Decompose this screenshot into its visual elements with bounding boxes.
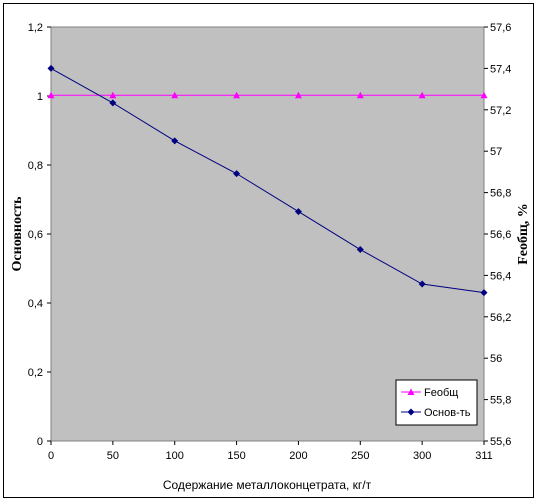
y-right-tick-label: 56,2: [490, 312, 511, 324]
y-right-tick-label: 56,8: [490, 188, 511, 200]
data-point-osnovnost: [356, 246, 364, 254]
y-right-axis-title: Fеобщ, %: [516, 203, 531, 265]
y-left-tick-label: 1,2: [28, 22, 43, 34]
y-right-tick-label: 56,6: [490, 229, 511, 241]
x-tick-label: 50: [107, 450, 119, 462]
x-tick-label: 250: [351, 450, 369, 462]
data-point-osnovnost: [171, 137, 179, 145]
y-left-tick-label: 0,2: [28, 367, 43, 379]
y-left-tick-label: 1: [37, 91, 43, 103]
data-point-osnovnost: [480, 289, 488, 297]
plot-area: [50, 26, 485, 442]
y-right-tick-label: 57,6: [490, 22, 511, 34]
legend-box: [395, 379, 478, 426]
data-point-feobsch: [480, 91, 488, 99]
legend-label-feobsch: Fеобщ: [424, 387, 458, 399]
data-point-feobsch: [109, 91, 117, 99]
series-line-1: [50, 67, 485, 294]
y-left-tick-label: 0,4: [28, 298, 43, 310]
y-left-tick-label: 0: [37, 436, 43, 448]
y-right-tick-label: 56: [490, 353, 502, 365]
data-point-feobsch: [233, 91, 241, 99]
x-tick-label: 300: [413, 450, 431, 462]
legend: Fеобщ Основ-ть: [395, 379, 478, 426]
data-point-osnovnost: [233, 170, 241, 178]
x-axis-title: Содержание металлоконцетрата, кг/т: [163, 478, 372, 492]
y-right-tick-label: 55,8: [490, 395, 511, 407]
legend-marker-feobsch: [407, 388, 415, 395]
data-point-feobsch: [47, 91, 55, 99]
y-left-axis-title: Основность: [10, 196, 25, 272]
y-left-tick-label: 0,6: [28, 229, 43, 241]
x-tick-label: 100: [166, 450, 184, 462]
x-tick-label: 150: [227, 450, 245, 462]
data-point-osnovnost: [294, 208, 302, 216]
data-point-feobsch: [356, 91, 364, 99]
x-tick-label: 0: [48, 450, 54, 462]
data-point-osnovnost: [109, 99, 117, 107]
data-point-feobsch: [171, 91, 179, 99]
legend-label-osnovnost: Основ-ть: [424, 407, 471, 419]
legend-marker-osnovnost: [407, 408, 415, 416]
y-left-tick-label: 0,8: [28, 160, 43, 172]
y-right-tick-label: 56,4: [490, 270, 511, 282]
data-point-osnovnost: [47, 64, 55, 72]
data-point-osnovnost: [418, 280, 426, 288]
data-point-feobsch: [294, 91, 302, 99]
y-right-tick-label: 57: [490, 146, 502, 158]
y-right-tick-label: 55,6: [490, 436, 511, 448]
x-tick-label: 311: [475, 450, 493, 462]
data-point-feobsch: [418, 91, 426, 99]
y-right-tick-label: 57,2: [490, 105, 511, 117]
y-right-tick-label: 57,4: [490, 63, 511, 75]
x-tick-label: 200: [289, 450, 307, 462]
